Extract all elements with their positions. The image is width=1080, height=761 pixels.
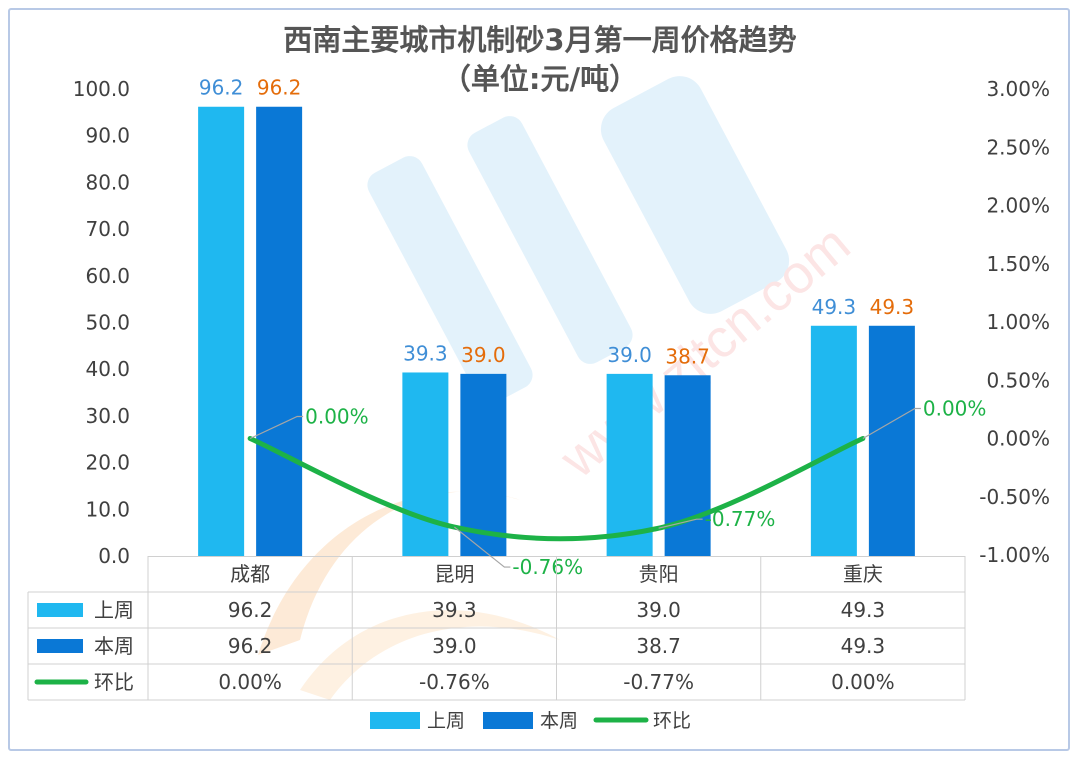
right-axis-tick-label: -1.00% [979,543,1050,567]
table-cell: 39.3 [432,598,477,622]
right-axis-tick-label: 1.50% [986,252,1050,276]
line-series-group [247,407,921,568]
line-series-huanbi [247,436,866,542]
bar-value-label: 38.7 [665,344,710,368]
right-axis-tick-label: 2.50% [986,135,1050,159]
bar [810,325,857,556]
table-cell: 39.0 [432,634,477,658]
legend-label: 本周 [540,710,578,732]
table-cell: 39.0 [636,598,681,622]
line-value-label: -0.76% [512,555,583,579]
left-axis-tick-label: 40.0 [85,357,130,381]
left-axis-tick-label: 30.0 [85,404,130,428]
table-cell: -0.76% [419,670,490,694]
left-axis-tick-label: 0.0 [98,544,130,568]
table-cell: 49.3 [841,634,886,658]
table-cell: 38.7 [636,634,681,658]
right-axis-tick-label: 3.00% [986,77,1050,101]
bar-value-label: 39.3 [403,341,448,365]
bar-value-label: 96.2 [257,76,302,100]
left-axis-tick-label: 90.0 [85,124,130,148]
table-category-header: 重庆 [843,562,883,586]
table-cell: -0.77% [623,670,694,694]
table-category-header: 昆明 [434,562,474,586]
line-value-label: -0.77% [705,507,776,531]
line-value-label: 0.00% [923,397,987,421]
bar [402,372,449,556]
line-value-label: 0.00% [305,405,369,429]
leader-line [249,415,304,440]
watermark-logo: www.zjtcn.com [258,76,861,700]
table-legend-key [37,639,83,653]
bar [460,373,507,556]
table-category-header: 贵阳 [639,562,679,586]
right-axis-tick-label: 1.00% [986,310,1050,334]
table-cell: 96.2 [228,598,273,622]
leader-line [658,518,703,529]
left-axis: 0.0 10.0 20.0 30.0 40.0 50.0 60.0 70.0 80.0 90.0 1… [73,77,130,568]
left-axis-tick-label: 100.0 [73,77,130,101]
bar [256,106,303,556]
leader-line [454,526,511,568]
bar-value-label: 49.3 [870,295,915,319]
right-axis-tick-label: 0.50% [986,368,1050,392]
table-category-header: 成都 [230,562,270,586]
legend-key [483,712,533,729]
title-group: 西南主要城市机制砂3月第一周价格趋势 （单位:元/吨） [283,23,796,96]
left-axis-tick-label: 80.0 [85,170,130,194]
bar-value-label: 96.2 [199,76,244,100]
table-row-label: 本周 [94,634,134,658]
table-cell: 0.00% [831,670,895,694]
bar-value-label: 39.0 [607,343,652,367]
left-axis-tick-label: 60.0 [85,264,130,288]
bars-group [148,106,965,557]
right-axis: -1.00% -0.50% 0.00% 0.50% 1.00% 1.50% 2.00% 2.5… [979,77,1050,567]
legend-label: 上周 [427,710,465,732]
legend: 上周 本周 环比 [370,710,691,732]
chart-subtitle: （单位:元/吨） [442,62,638,96]
data-labels-group: 96.2 39.3 39.0 49.3 96.2 39.0 38.7 49.3 0.00% -0.… [199,76,987,579]
left-axis-tick-label: 70.0 [85,217,130,241]
leader-line [862,407,921,440]
table-row-label: 环比 [94,670,134,694]
bar [868,325,915,556]
table-legend-key [37,603,83,617]
right-axis-tick-label: -0.50% [979,485,1050,509]
legend-key [370,712,420,729]
left-axis-tick-label: 20.0 [85,451,130,475]
right-axis-tick-label: 0.00% [986,427,1050,451]
bar-value-label: 39.0 [461,343,506,367]
bar-value-label: 49.3 [812,295,857,319]
table-row-label: 上周 [94,598,134,622]
legend-label: 环比 [653,710,691,732]
bar [198,106,245,556]
chart-title: 西南主要城市机制砂3月第一周价格趋势 [283,23,796,57]
table-cell: 0.00% [218,670,282,694]
table-cell: 96.2 [228,634,273,658]
left-axis-tick-label: 50.0 [85,311,130,335]
right-axis-tick-label: 2.00% [986,194,1050,218]
table-cell: 49.3 [841,598,886,622]
bar [606,373,653,556]
left-axis-tick-label: 10.0 [85,497,130,521]
